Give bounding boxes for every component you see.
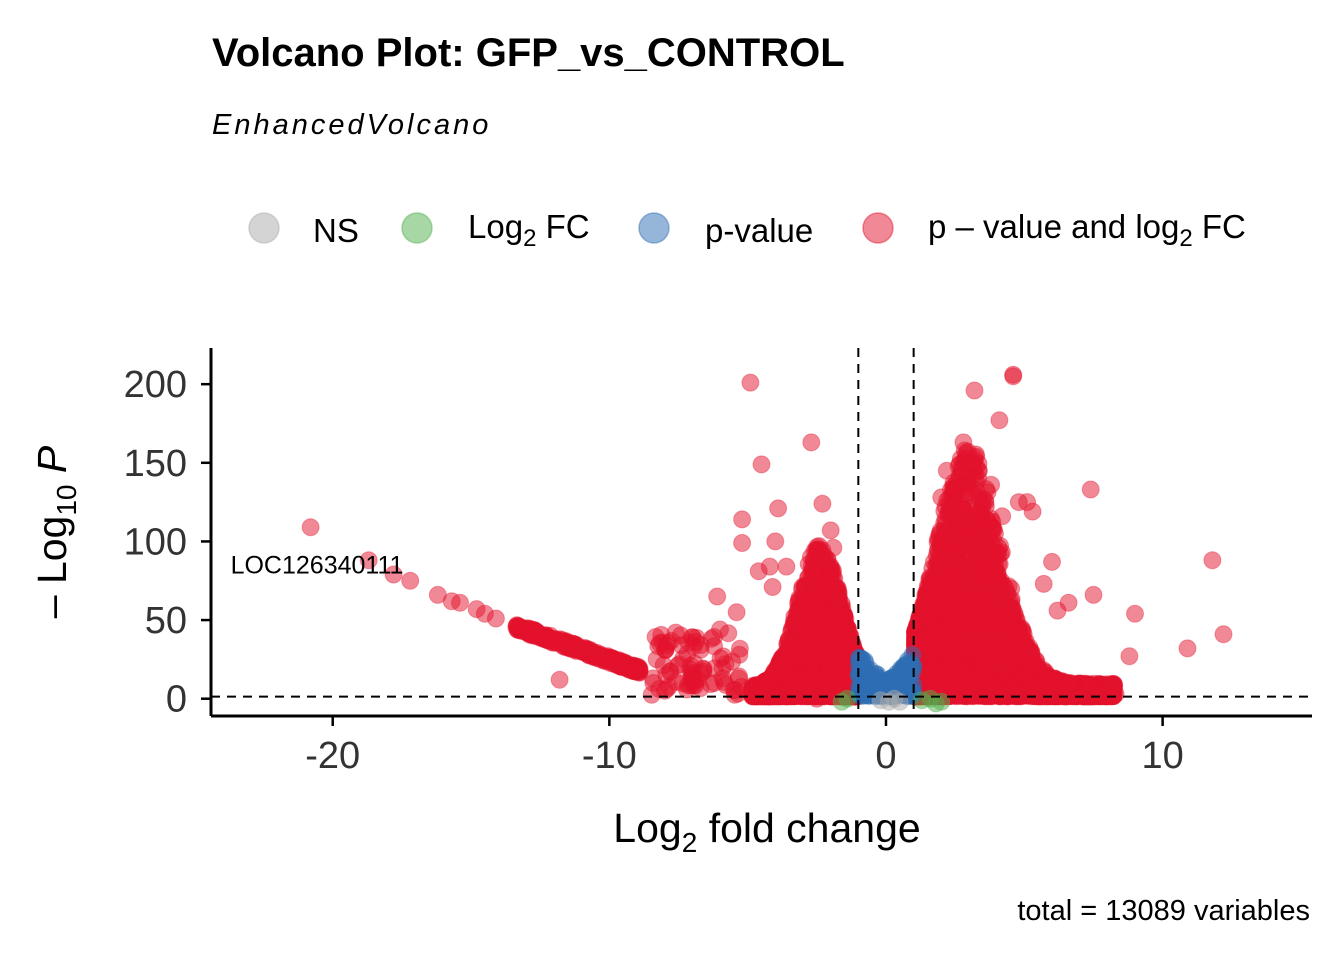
- point-down: [780, 683, 799, 701]
- legend-key-ns: [248, 212, 280, 244]
- legend-label-both: p – value and log2 FC: [928, 208, 1246, 252]
- legend-key-both: [862, 212, 894, 244]
- legend-key-p: [638, 212, 670, 244]
- point-down: [822, 560, 840, 579]
- point-down: [818, 643, 837, 662]
- point-down: [773, 655, 792, 674]
- legend-label-p: p-value: [705, 212, 813, 249]
- point-down: [821, 612, 840, 631]
- chart-title: Volcano Plot: GFP_vs_CONTROL: [212, 31, 845, 75]
- legend-key-fc: [401, 212, 433, 244]
- plot-area: LOC126340111: [211, 348, 1312, 716]
- point-down: [787, 615, 806, 634]
- legend: NS Log2 FC p-value p – value and log2 FC: [248, 208, 1246, 252]
- legend-label-ns: NS: [313, 212, 359, 249]
- point-down: [807, 583, 826, 601]
- point-down: [803, 560, 822, 579]
- points-layer: [301, 365, 1233, 713]
- point-down: [748, 684, 766, 703]
- point-down: [791, 644, 810, 663]
- chart-subtitle: EnhancedVolcano: [212, 109, 491, 141]
- legend-label-fc: Log2 FC: [468, 208, 590, 252]
